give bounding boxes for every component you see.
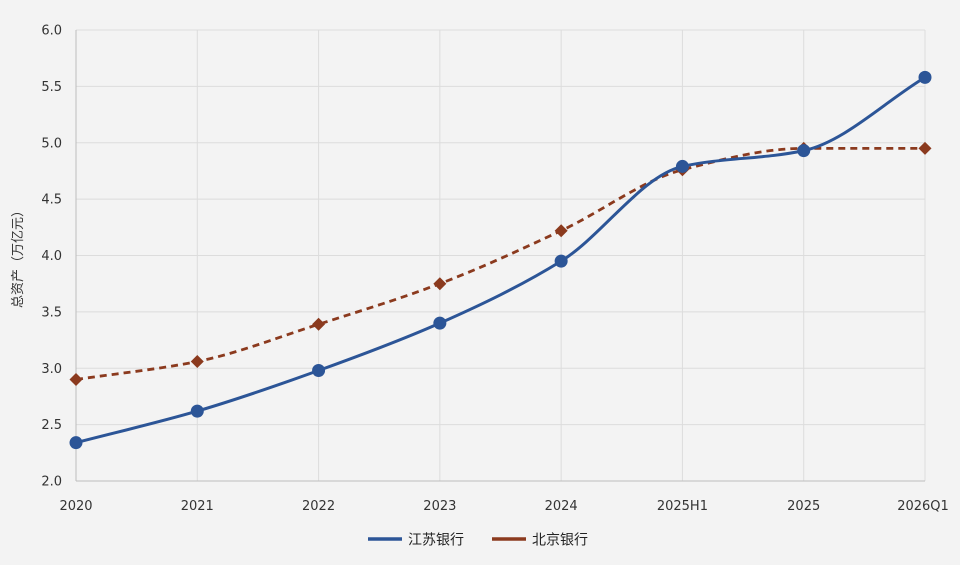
- series-line: [75, 76, 926, 445]
- axes: [75, 30, 925, 482]
- legend-item: 北京银行: [492, 533, 588, 549]
- x-tick-label: 2022: [302, 499, 335, 514]
- legend-label: 北京银行: [532, 533, 588, 549]
- y-tick-label: 5.0: [41, 136, 62, 151]
- y-axis-title: 总资产（万亿元）: [11, 204, 26, 308]
- x-tick-label: 2025: [787, 499, 820, 514]
- data-point: [797, 144, 811, 158]
- data-point: [312, 317, 326, 331]
- data-point: [312, 364, 326, 378]
- data-point: [69, 436, 83, 450]
- data-point: [918, 141, 932, 155]
- x-tick-label: 2021: [181, 499, 214, 514]
- series-line: [75, 146, 925, 381]
- data-point: [918, 70, 932, 84]
- legend: 江苏银行 北京银行: [368, 533, 588, 549]
- y-tick-label: 5.5: [41, 80, 62, 95]
- x-tick-label: 2026Q1: [897, 499, 949, 514]
- data-point: [190, 354, 204, 368]
- data-point: [433, 316, 447, 330]
- y-tick-label: 3.5: [41, 305, 62, 320]
- y-tick-label: 2.5: [41, 418, 62, 433]
- y-tick-label: 4.5: [41, 193, 62, 208]
- data-point: [675, 159, 689, 173]
- legend-label: 江苏银行: [408, 533, 464, 549]
- x-tick-label: 2025H1: [657, 499, 708, 514]
- y-tick-label: 4.0: [41, 249, 62, 264]
- x-tick-label: 2024: [545, 499, 578, 514]
- data-point: [69, 373, 83, 387]
- y-tick-label: 2.0: [41, 475, 62, 490]
- series-dashed: [69, 141, 932, 387]
- tick-labels: 2.0 2.5 3.0 3.5 4.0 4.5 5.0 5.5 6.0 2020 2021 2022 2…: [41, 24, 948, 515]
- x-tick-label: 2023: [423, 499, 456, 514]
- data-point: [190, 404, 204, 418]
- y-tick-label: 3.0: [41, 362, 62, 377]
- series-solid: [69, 70, 932, 450]
- data-point: [554, 224, 568, 238]
- y-tick-label: 6.0: [41, 24, 62, 39]
- data-point: [554, 254, 568, 268]
- x-tick-label: 2020: [59, 499, 92, 514]
- legend-item: 江苏银行: [368, 533, 464, 549]
- series: [69, 70, 932, 450]
- data-point: [433, 277, 447, 291]
